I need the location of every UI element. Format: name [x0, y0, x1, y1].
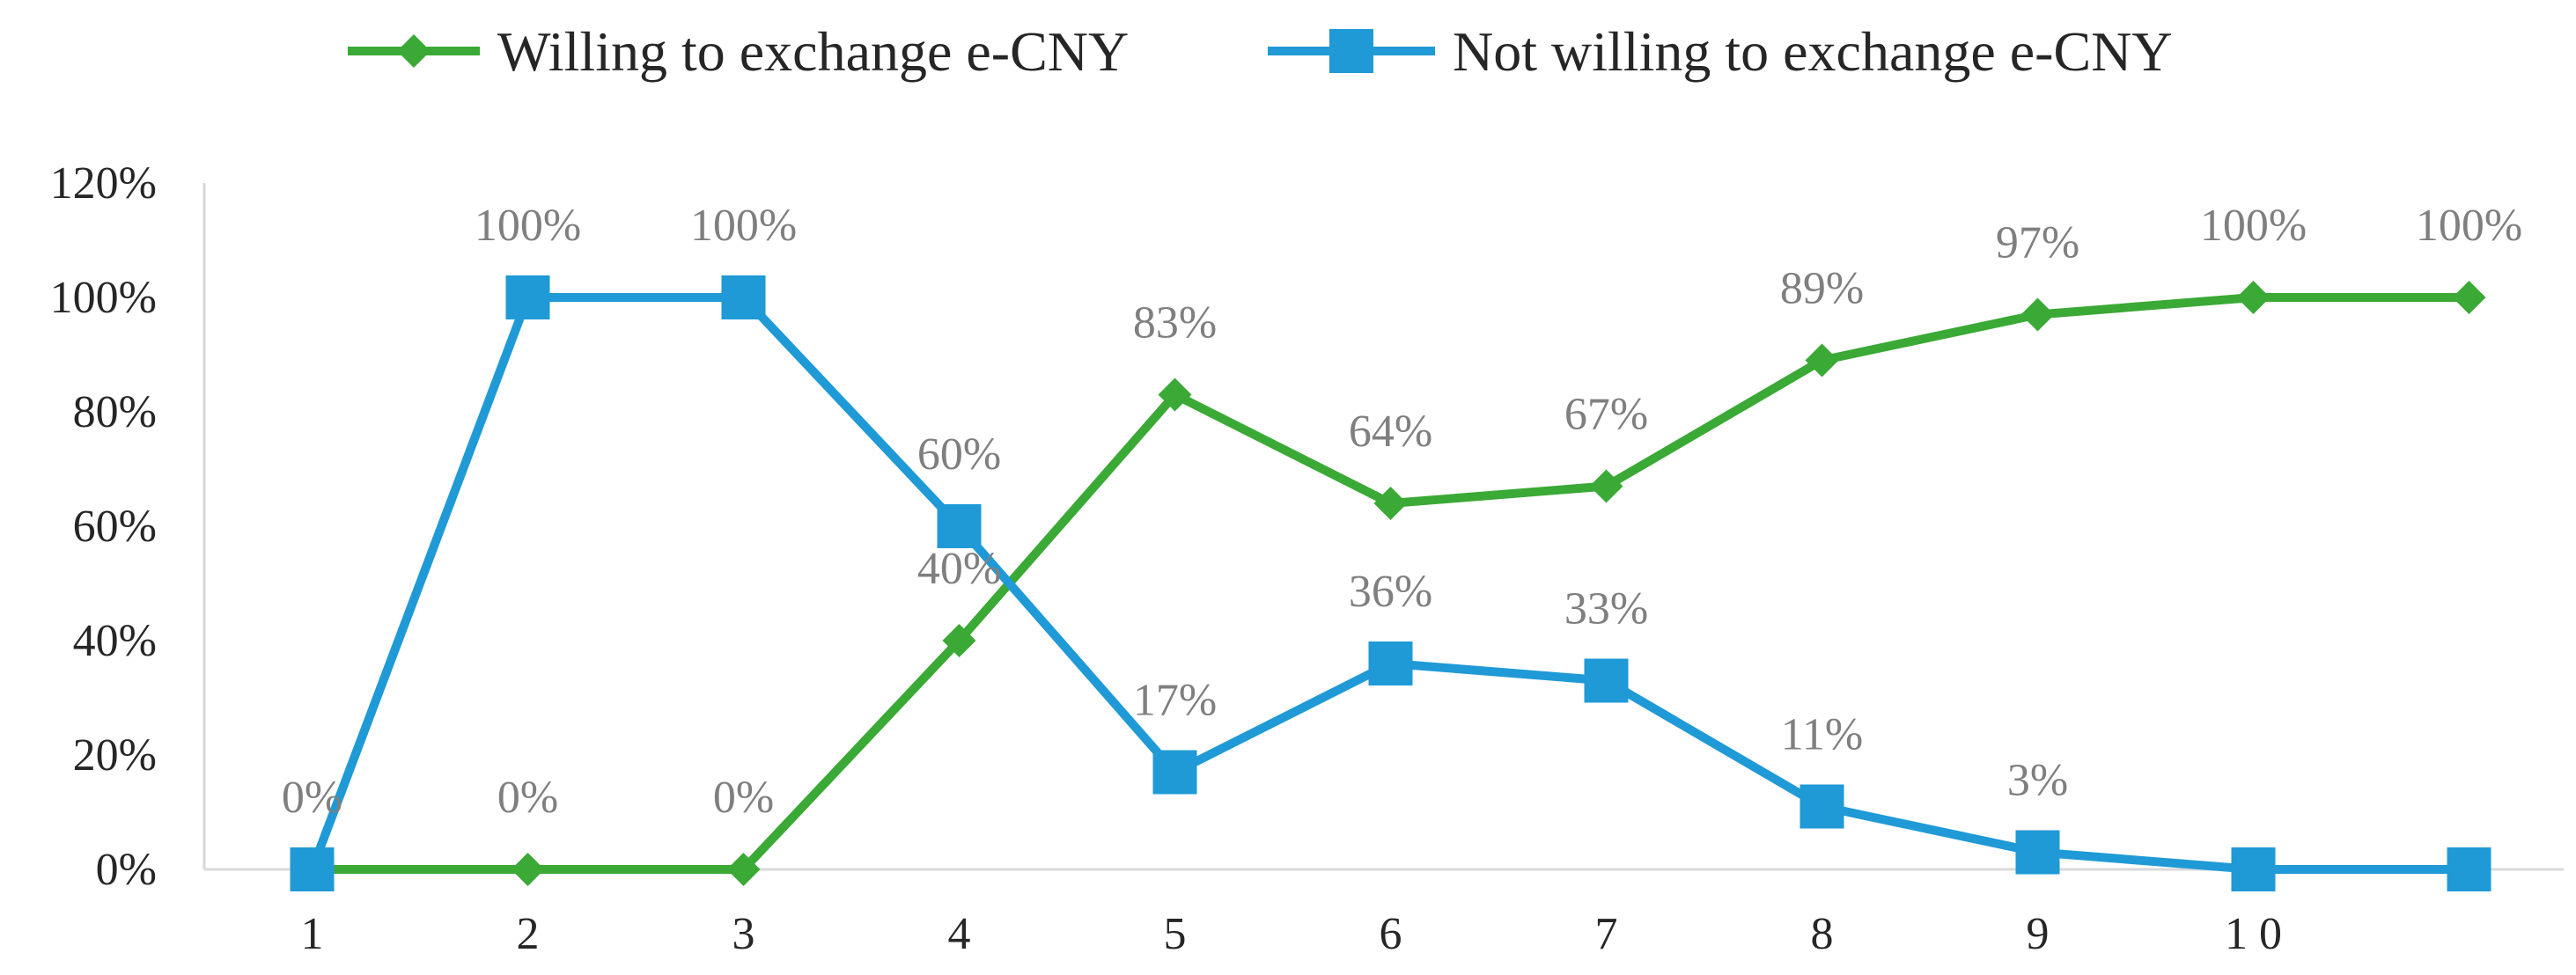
marker-square: [721, 275, 766, 319]
y-tick-label: 100%: [50, 273, 157, 323]
data-labels: 0% 0% 0% 40% 83% 64% 67% 89% 97% 100% 100% 100% 100%…: [282, 201, 2522, 823]
legend: Willing to exchange e-CNY Not willing to …: [348, 20, 2173, 83]
y-tick-label: 80%: [73, 387, 157, 437]
data-label: 100%: [2416, 201, 2522, 251]
data-label: 67%: [1564, 390, 1648, 440]
marker-diamond: [2020, 297, 2055, 332]
marker-diamond: [1373, 487, 1408, 520]
x-tick-label: 2: [517, 909, 540, 959]
data-label: 0%: [713, 773, 774, 823]
y-tick-label: 20%: [73, 730, 157, 781]
data-label: 3%: [2007, 756, 2068, 806]
series-layer: [290, 275, 2491, 891]
data-label: 17%: [1133, 676, 1217, 726]
x-tick-label: 1: [301, 909, 324, 959]
data-label: 97%: [1996, 218, 2079, 268]
x-tick-label: 5: [1164, 909, 1187, 959]
y-tick-label: 0%: [96, 845, 157, 895]
legend-marker-diamond: [397, 34, 431, 68]
data-label: 0%: [282, 773, 342, 823]
legend-label: Willing to exchange e-CNY: [497, 20, 1129, 83]
marker-square: [1368, 641, 1413, 685]
marker-square: [2231, 847, 2276, 891]
legend-label: Not willing to exchange e-CNY: [1453, 20, 2173, 83]
x-tick-label: 7: [1595, 909, 1618, 959]
data-label: 83%: [1133, 298, 1217, 348]
x-tick-label: 4: [948, 909, 971, 959]
y-tick-label: 120%: [50, 158, 157, 209]
data-label: 0%: [497, 773, 558, 823]
marker-square: [1584, 658, 1629, 703]
x-tick-label: 1 0: [2225, 909, 2282, 959]
data-label: 40%: [917, 544, 1001, 594]
x-tick-label: 6: [1380, 909, 1402, 959]
data-label: 100%: [475, 201, 581, 251]
marker-diamond: [2236, 281, 2271, 314]
marker-diamond: [511, 853, 545, 886]
marker-diamond: [2452, 281, 2486, 314]
data-label: 33%: [1564, 584, 1648, 634]
marker-diamond: [1589, 469, 1623, 503]
marker-diamond: [726, 853, 761, 886]
y-tick-label: 60%: [73, 502, 157, 552]
marker-diamond: [942, 624, 976, 657]
data-label: 11%: [1781, 710, 1863, 760]
marker-square: [505, 275, 550, 319]
marker-square: [1152, 750, 1197, 795]
data-label: 36%: [1349, 567, 1432, 617]
marker-diamond: [1158, 378, 1192, 412]
marker-square: [2015, 830, 2060, 875]
marker-square: [937, 504, 982, 548]
data-label: 64%: [1349, 407, 1432, 457]
data-label: 89%: [1780, 264, 1864, 314]
marker-square: [290, 847, 335, 891]
marker-square: [1800, 784, 1844, 829]
x-tick-label: 3: [732, 909, 755, 959]
data-label: 60%: [917, 429, 1001, 480]
x-tick-label: 9: [2027, 909, 2050, 959]
y-tick-label: 40%: [73, 616, 157, 666]
legend-marker-square: [1329, 29, 1373, 73]
marker-square: [2447, 847, 2491, 891]
marker-diamond: [1805, 343, 1839, 378]
data-label: 100%: [690, 201, 797, 251]
x-tick-label: 8: [1811, 909, 1834, 959]
axes: 0%20%40%60%80%100%120%1 2 3 4 5 6 7 8 9 1 0: [50, 158, 2564, 959]
data-label: 100%: [2200, 201, 2307, 251]
